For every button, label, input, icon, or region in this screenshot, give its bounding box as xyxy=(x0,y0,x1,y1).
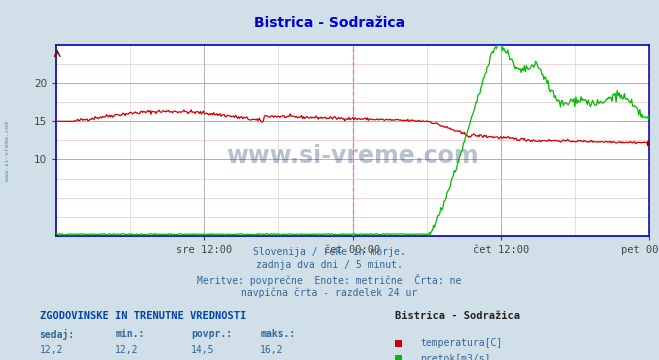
Text: navpična črta - razdelek 24 ur: navpična črta - razdelek 24 ur xyxy=(241,288,418,298)
Text: ZGODOVINSKE IN TRENUTNE VREDNOSTI: ZGODOVINSKE IN TRENUTNE VREDNOSTI xyxy=(40,311,246,321)
Text: Bistrica - Sodražica: Bistrica - Sodražica xyxy=(395,311,521,321)
Text: 12,2: 12,2 xyxy=(40,345,63,355)
Text: pretok[m3/s]: pretok[m3/s] xyxy=(420,354,491,360)
Text: temperatura[C]: temperatura[C] xyxy=(420,338,503,348)
Text: Meritve: povprečne  Enote: metrične  Črta: ne: Meritve: povprečne Enote: metrične Črta:… xyxy=(197,274,462,286)
Text: www.si-vreme.com: www.si-vreme.com xyxy=(5,121,11,181)
Text: Slovenija / reke in morje.: Slovenija / reke in morje. xyxy=(253,247,406,257)
Text: Bistrica - Sodražica: Bistrica - Sodražica xyxy=(254,17,405,30)
Text: 12,2: 12,2 xyxy=(115,345,139,355)
Text: 14,5: 14,5 xyxy=(191,345,215,355)
Text: maks.:: maks.: xyxy=(260,329,295,339)
Text: zadnja dva dni / 5 minut.: zadnja dva dni / 5 minut. xyxy=(256,260,403,270)
Text: www.si-vreme.com: www.si-vreme.com xyxy=(226,144,479,168)
Text: sedaj:: sedaj: xyxy=(40,329,74,340)
Text: min.:: min.: xyxy=(115,329,145,339)
Text: 16,2: 16,2 xyxy=(260,345,284,355)
Text: povpr.:: povpr.: xyxy=(191,329,232,339)
